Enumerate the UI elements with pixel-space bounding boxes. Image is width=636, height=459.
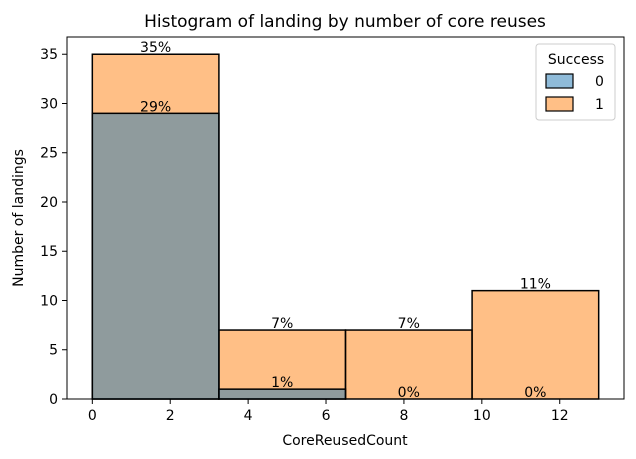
x-tick-label-4: 8	[399, 408, 408, 424]
data-label-series-1-bin-1: 7%	[271, 316, 293, 332]
data-label-series-1-bin-2: 7%	[398, 316, 420, 332]
bar-series-0-bin-0	[91, 112, 220, 400]
y-tick-label-6: 30	[40, 96, 58, 112]
x-tick-label-0: 0	[88, 408, 97, 424]
legend-swatch-1	[545, 96, 574, 112]
y-tick-label-7: 35	[40, 47, 58, 63]
legend: Success 0 1	[535, 43, 616, 121]
legend-label-0: 0	[595, 74, 604, 90]
bar-series-1-bin-3	[471, 289, 600, 400]
data-label-series-1-bin-0: 35%	[140, 40, 171, 56]
x-tick-label-2: 4	[244, 408, 253, 424]
y-tick-label-0: 0	[49, 392, 58, 408]
data-label-series-0-bin-1: 1%	[271, 375, 293, 391]
bar-series-1-bin-1	[218, 329, 347, 400]
x-tick-label-1: 2	[166, 408, 175, 424]
data-label-series-0-bin-3: 0%	[524, 385, 546, 401]
y-axis-title: Number of landings	[11, 149, 27, 287]
data-label-series-0-bin-0: 29%	[140, 99, 171, 115]
x-axis-title: CoreReusedCount	[282, 433, 408, 449]
chart-title: Histogram of landing by number of core r…	[144, 12, 546, 32]
data-label-series-1-bin-3: 11%	[520, 277, 551, 293]
y-tick-label-2: 10	[40, 293, 58, 309]
data-label-series-0-bin-2: 0%	[398, 385, 420, 401]
plot-area: 29%1%0% 0%35%7% 7%11%0 2 4 6 8 10 12051015202530…	[40, 36, 625, 424]
x-tick-label-5: 10	[473, 408, 491, 424]
legend-title: Success	[548, 52, 604, 68]
x-tick-label-3: 6	[322, 408, 331, 424]
y-tick-label-4: 20	[40, 195, 58, 211]
y-tick-label-5: 25	[40, 146, 58, 162]
legend-label-1: 1	[595, 97, 604, 113]
plot-frame	[66, 36, 625, 400]
bar-series-1-bin-2	[344, 329, 473, 400]
legend-swatch-0	[545, 73, 574, 89]
x-tick-label-6: 12	[551, 408, 569, 424]
y-tick-label-1: 5	[49, 343, 58, 359]
y-tick-label-3: 15	[40, 244, 58, 260]
